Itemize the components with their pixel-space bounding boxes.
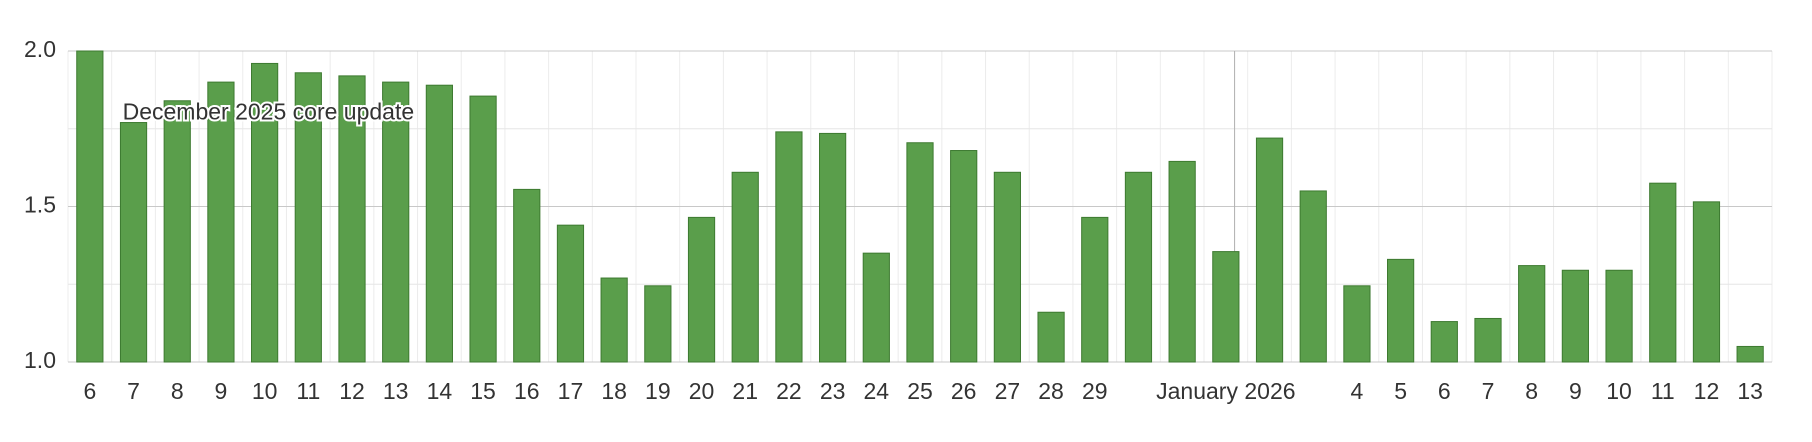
bar (251, 62, 279, 363)
bar (1343, 285, 1371, 363)
bar (993, 171, 1021, 363)
bar (1430, 321, 1458, 363)
bar (687, 216, 716, 363)
bar (1692, 201, 1721, 363)
bar (1124, 171, 1153, 363)
bar (469, 95, 497, 363)
bar (294, 72, 322, 363)
bar (1387, 258, 1415, 363)
bar (119, 122, 148, 363)
x-tick-label: 19 (645, 378, 671, 404)
x-tick-label: 4 (1351, 378, 1364, 404)
x-tick-label: 12 (1694, 378, 1720, 404)
bar (862, 252, 890, 363)
bar (382, 81, 410, 363)
bar (1168, 160, 1196, 363)
bar (163, 100, 191, 363)
x-tick-label: 9 (215, 378, 228, 404)
x-tick-label: 5 (1394, 378, 1407, 404)
x-tick-label: 10 (252, 378, 278, 404)
bar (1561, 269, 1589, 363)
x-tick-label: 13 (1737, 378, 1763, 404)
x-tick-label: 28 (1038, 378, 1064, 404)
bar (644, 285, 672, 363)
bar (1037, 311, 1065, 363)
x-tick-label: 7 (127, 378, 140, 404)
x-tick-label: 24 (864, 378, 890, 404)
x-tick-label: 14 (427, 378, 453, 404)
y-tick-label: 2.0 (24, 36, 56, 62)
x-tick-label: 8 (171, 378, 184, 404)
x-tick-label: 6 (1438, 378, 1451, 404)
x-tick-label: 15 (470, 378, 496, 404)
bar (513, 188, 541, 363)
x-tick-label: 11 (1651, 378, 1675, 404)
x-tick-label: 23 (820, 378, 846, 404)
x-tick-label: 16 (514, 378, 540, 404)
bar (600, 277, 628, 363)
x-tick-label: 17 (558, 378, 584, 404)
bar (425, 84, 453, 363)
bar (1299, 190, 1327, 363)
y-tick-label: 1.0 (24, 347, 56, 373)
x-tick-label: 12 (339, 378, 365, 404)
x-tick-label: 18 (601, 378, 627, 404)
bar (950, 150, 978, 363)
bar (906, 142, 934, 363)
bar (775, 131, 803, 363)
bar (207, 81, 235, 363)
x-tick-label: 7 (1482, 378, 1495, 404)
bar (1649, 182, 1677, 363)
x-tick-label: 22 (776, 378, 802, 404)
x-tick-label: 8 (1525, 378, 1538, 404)
bar (1605, 269, 1633, 363)
x-tick-label: January 2026 (1156, 378, 1295, 404)
x-tick-label: 25 (907, 378, 933, 404)
x-tick-label: 21 (732, 378, 758, 404)
bar (1518, 265, 1546, 363)
x-tick-label: 26 (951, 378, 977, 404)
bar (338, 75, 366, 363)
x-tick-label: 29 (1082, 378, 1108, 404)
bar (76, 50, 104, 363)
bar (731, 171, 759, 363)
bar (1212, 251, 1240, 363)
bar (1736, 345, 1764, 363)
x-tick-label: 10 (1606, 378, 1632, 404)
x-tick-label: 11 (296, 378, 320, 404)
bar (1255, 137, 1284, 363)
x-tick-label: 6 (83, 378, 96, 404)
bar (1474, 317, 1502, 363)
x-tick-label: 20 (689, 378, 715, 404)
x-tick-label: 27 (995, 378, 1021, 404)
bar (1081, 216, 1109, 363)
x-tick-label: 13 (383, 378, 409, 404)
annotation: December 2025 core update (123, 98, 415, 124)
bar (819, 132, 847, 363)
y-tick-label: 1.5 (24, 192, 56, 218)
bar (556, 224, 585, 363)
x-tick-label: 9 (1569, 378, 1582, 404)
